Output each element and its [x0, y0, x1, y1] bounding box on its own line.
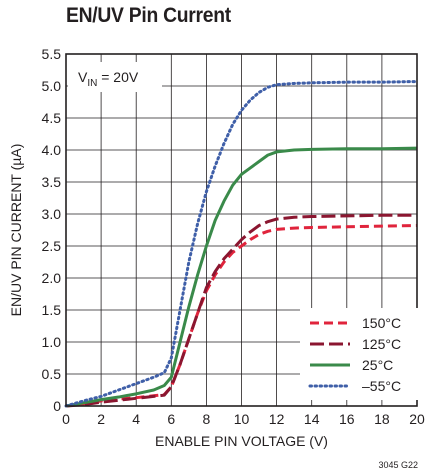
annotation-sub: IN: [87, 78, 97, 89]
series-line: [65, 213, 417, 408]
x-tick-label: 0: [62, 411, 70, 427]
annotation-main: V: [78, 69, 88, 85]
x-tick-label: 12: [269, 411, 285, 427]
y-tick-label: 5.0: [42, 78, 62, 94]
y-tick-label: 4.0: [42, 142, 62, 158]
y-tick-label: 2.0: [42, 270, 62, 286]
x-tick-label: 18: [374, 411, 390, 427]
y-tick-label: 3.0: [42, 206, 62, 222]
x-axis-title: ENABLE PIN VOLTAGE (V): [155, 433, 328, 449]
legend-label: 25°C: [362, 357, 393, 373]
x-tick-label: 8: [203, 411, 211, 427]
y-tick-label: 2.5: [42, 238, 62, 254]
y-tick-label: 3.5: [42, 174, 62, 190]
annotation-rest: = 20V: [97, 69, 139, 85]
x-tick-label: 4: [132, 411, 140, 427]
vin-annotation: VIN = 20V: [68, 62, 162, 92]
x-tick-label: 6: [167, 411, 175, 427]
series-line: [65, 146, 418, 408]
series-layer: [64, 80, 419, 408]
y-axis-title: EN/UV PIN CURRENT (µA): [8, 144, 24, 317]
annotation-background: [68, 62, 162, 92]
annotation-text: VIN = 20V: [78, 69, 139, 89]
y-tick-label: 1.5: [42, 302, 62, 318]
y-tick-label: 1.0: [42, 334, 62, 350]
x-tick-label: 10: [234, 411, 250, 427]
y-tick-label: 5.5: [42, 46, 62, 62]
figure-id: 3045 G22: [378, 460, 418, 470]
y-tick-label: 0: [53, 398, 61, 414]
legend: 150°C 125°C 25°C –55°C: [300, 308, 418, 400]
x-tick-label: 16: [339, 411, 355, 427]
legend-label: 150°C: [362, 315, 401, 331]
legend-label: –55°C: [362, 378, 401, 394]
chart-title: EN/UV Pin Current: [66, 4, 231, 27]
y-tick-label: 4.5: [42, 110, 62, 126]
y-tick-label: 0.5: [42, 366, 62, 382]
plot-border: [65, 53, 418, 407]
legend-label: 125°C: [362, 336, 401, 352]
x-tick-label: 20: [409, 411, 425, 427]
tick-labels: 0 2 4 6 8 10 12 14 16 18 20 0 0.5 1.0 1.5 2.0 2.5 3.0 3.5 4…: [42, 46, 425, 427]
x-tick-label: 2: [97, 411, 105, 427]
series-line: [64, 80, 419, 408]
x-tick-label: 14: [304, 411, 320, 427]
